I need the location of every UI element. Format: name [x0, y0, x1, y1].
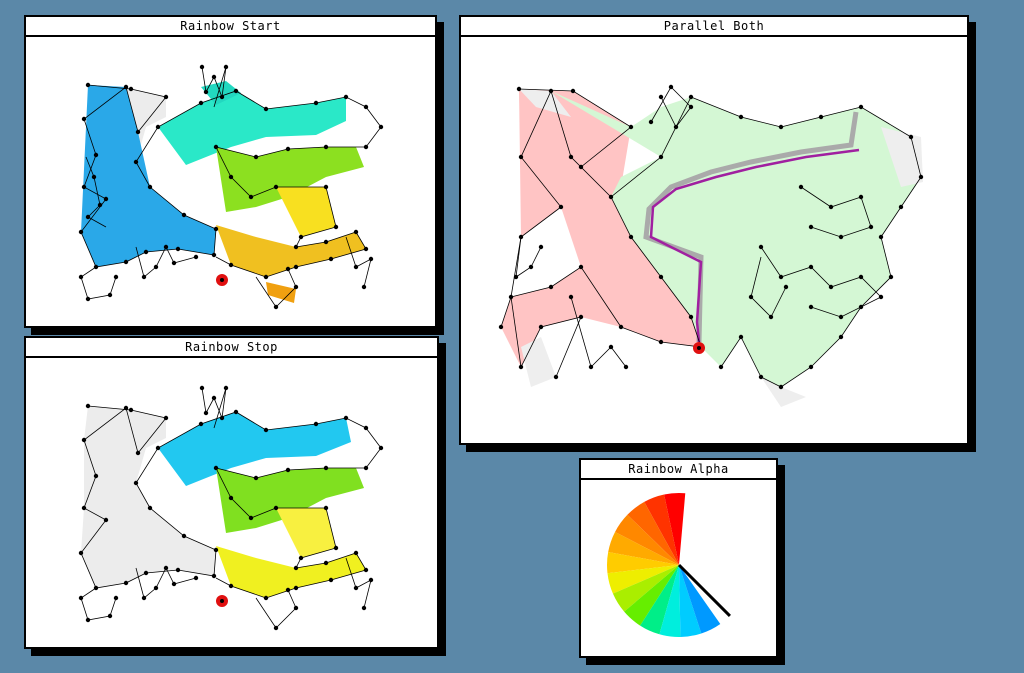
rainbow-start-graph	[78, 64, 384, 310]
rainbow-start-window[interactable]: Rainbow Start	[24, 15, 437, 328]
wedge	[615, 514, 679, 565]
wedge	[640, 565, 679, 635]
parallel-both-window[interactable]: Parallel Both	[459, 15, 969, 445]
window-title: Rainbow Alpha	[581, 460, 776, 480]
wedge	[627, 501, 679, 565]
wedge	[608, 531, 679, 565]
rainbow-stop-graph	[78, 385, 384, 631]
wedge	[612, 565, 679, 612]
wedge	[644, 494, 679, 565]
pointer-line	[677, 563, 731, 617]
rainbow-alpha-window[interactable]: Rainbow Alpha	[579, 458, 778, 658]
wedge	[624, 565, 679, 626]
rainbow-stop-canvas[interactable]	[26, 358, 437, 647]
parallel-both-canvas[interactable]	[461, 37, 967, 443]
wedge	[659, 565, 681, 637]
window-title: Rainbow Start	[26, 17, 435, 37]
wedge	[679, 565, 721, 634]
parallel-both-graph	[498, 84, 924, 407]
window-title: Parallel Both	[461, 17, 967, 37]
rainbow-stop-window[interactable]: Rainbow Stop	[24, 336, 439, 649]
alpha-wheel	[607, 493, 731, 637]
wedge	[607, 565, 679, 594]
wedge	[679, 565, 702, 637]
wedge	[664, 493, 686, 565]
rainbow-alpha-canvas[interactable]	[581, 480, 776, 656]
rainbow-start-canvas[interactable]	[26, 37, 435, 326]
wedge	[607, 552, 679, 574]
window-title: Rainbow Stop	[26, 338, 437, 358]
